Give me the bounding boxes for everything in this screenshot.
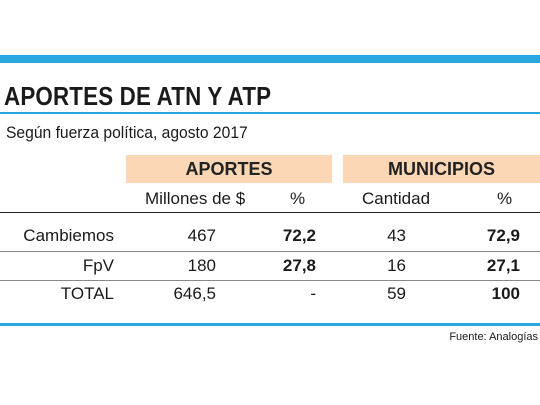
cell-millones: 180 <box>187 256 216 275</box>
cell-cantidad: 16 <box>387 256 406 275</box>
group-header-aportes-label: APORTES <box>185 158 273 179</box>
cell-cantidad: 59 <box>387 284 406 303</box>
header-rule <box>0 212 540 213</box>
row-divider <box>0 280 540 281</box>
group-header-aportes: APORTES <box>126 155 332 183</box>
group-header-municipios-label: MUNICIPIOS <box>387 158 495 179</box>
cell-pct-aportes: 72,2 <box>282 226 316 245</box>
subheader-millones: Millones de $ <box>145 189 246 208</box>
source-note: Fuente: Analogías <box>449 331 538 343</box>
row-label: TOTAL <box>60 284 114 303</box>
subheader-cantidad: Cantidad <box>362 189 431 208</box>
cell-millones: 467 <box>187 226 216 245</box>
cell-pct-municipios: 72,9 <box>486 226 520 245</box>
cell-pct-aportes: - <box>310 284 316 303</box>
row-label: FpV <box>82 256 114 275</box>
subtitle: Según fuerza política, agosto 2017 <box>6 123 248 142</box>
bottom-blue-rule <box>0 323 540 326</box>
cell-pct-municipios: 27,1 <box>486 256 520 275</box>
row-divider <box>0 251 540 252</box>
subheader-pct-municipios: % <box>497 189 513 208</box>
cell-pct-municipios: 100 <box>491 284 520 303</box>
top-blue-rule <box>0 55 540 63</box>
cell-pct-aportes: 27,8 <box>282 256 316 275</box>
title-underline <box>0 112 540 114</box>
cell-cantidad: 43 <box>387 226 406 245</box>
cell-millones: 646,5 <box>173 284 216 303</box>
group-header-municipios: MUNICIPIOS <box>343 155 540 183</box>
row-label: Cambiemos <box>23 226 114 245</box>
chart-title: APORTES DE ATN Y ATP <box>4 81 272 111</box>
subheader-pct-aportes: % <box>290 189 306 208</box>
